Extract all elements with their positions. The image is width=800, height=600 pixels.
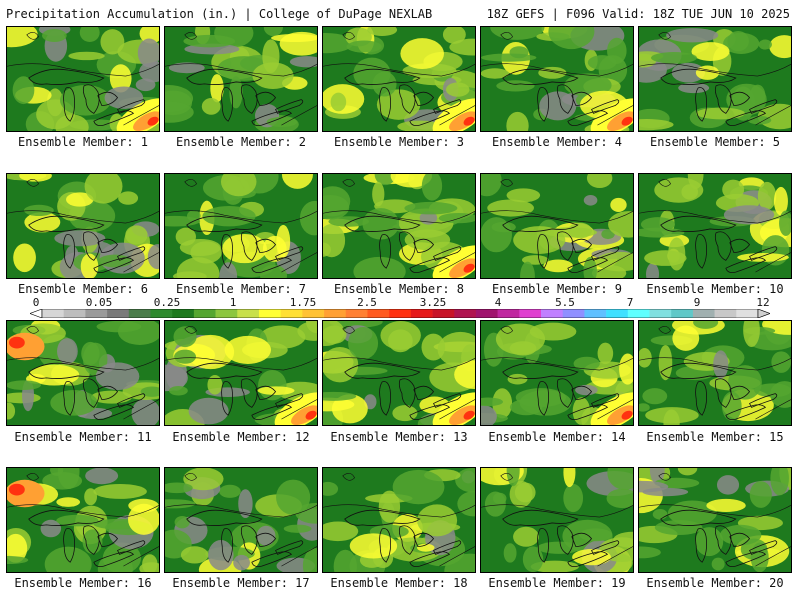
colorbar-swatch xyxy=(627,309,650,318)
colorbar-swatch xyxy=(410,309,433,318)
colorbar-swatch xyxy=(280,309,303,318)
ensemble-member-label: Ensemble Member: 7 xyxy=(175,282,307,296)
colorbar-tick-label: 0.05 xyxy=(85,296,113,309)
colorbar-tick-label: 3.25 xyxy=(419,296,447,309)
colorbar-swatch xyxy=(215,309,238,318)
ensemble-member-map xyxy=(6,26,160,132)
ensemble-member-label: Ensemble Member: 1 xyxy=(17,135,149,149)
ensemble-member-map xyxy=(6,173,160,279)
ensemble-member-map xyxy=(322,173,476,279)
colorbar-swatch xyxy=(389,309,412,318)
ensemble-member-map xyxy=(164,173,318,279)
ensemble-member-map xyxy=(6,320,160,426)
colorbar-swatch xyxy=(649,309,672,318)
ensemble-member-map xyxy=(6,467,160,573)
ensemble-member-label: Ensemble Member: 5 xyxy=(649,135,781,149)
ensemble-member-label: Ensemble Member: 8 xyxy=(333,282,465,296)
ensemble-member-map xyxy=(164,26,318,132)
colorbar-tick-label: 2.5 xyxy=(357,296,377,309)
colorbar-swatch xyxy=(42,309,64,318)
colorbar-tick-label: 1 xyxy=(229,296,237,309)
map-header: Precipitation Accumulation (in.) | Colle… xyxy=(6,3,790,21)
product-title: Precipitation Accumulation (in.) | Colle… xyxy=(6,7,433,21)
ensemble-member-label: Ensemble Member: 11 xyxy=(14,430,152,444)
colorbar-right-arrow xyxy=(757,309,770,318)
run-valid-time: 18Z GEFS | F096 Valid: 18Z TUE JUN 10 20… xyxy=(486,7,790,21)
ensemble-member-map xyxy=(164,467,318,573)
colorbar-tick-label: 0.25 xyxy=(153,296,181,309)
colorbar-tick-label: 4 xyxy=(494,296,502,309)
colorbar-swatch xyxy=(63,309,86,318)
ensemble-member-map xyxy=(480,26,634,132)
colorbar-left-arrow xyxy=(30,309,43,318)
colorbar-swatch xyxy=(237,309,260,318)
ensemble-member-map xyxy=(638,320,792,426)
colorbar-swatch xyxy=(302,309,325,318)
colorbar-swatch xyxy=(475,309,498,318)
colorbar-swatch xyxy=(85,309,108,318)
ensemble-member-label: Ensemble Member: 9 xyxy=(491,282,623,296)
ensemble-member-map xyxy=(480,320,634,426)
ensemble-member-label: Ensemble Member: 16 xyxy=(14,576,152,590)
ensemble-member-map xyxy=(480,467,634,573)
colorbar-swatch xyxy=(150,309,173,318)
colorbar-swatch xyxy=(345,309,368,318)
ensemble-member-map xyxy=(638,173,792,279)
ensemble-member-label: Ensemble Member: 2 xyxy=(175,135,307,149)
colorbar-tick-label: 7 xyxy=(626,296,634,309)
colorbar-swatch xyxy=(497,309,520,318)
ensemble-member-map xyxy=(638,467,792,573)
colorbar-swatch xyxy=(671,309,694,318)
colorbar-tick-label: 0 xyxy=(32,296,40,309)
ensemble-member-label: Ensemble Member: 12 xyxy=(172,430,310,444)
colorbar-swatch xyxy=(258,309,281,318)
colorbar-swatch xyxy=(584,309,607,318)
ensemble-member-label: Ensemble Member: 17 xyxy=(172,576,310,590)
ensemble-member-label: Ensemble Member: 10 xyxy=(646,282,784,296)
colorbar-swatch xyxy=(692,309,715,318)
ensemble-member-label: Ensemble Member: 4 xyxy=(491,135,623,149)
ensemble-member-map xyxy=(322,26,476,132)
colorbar-swatch xyxy=(714,309,737,318)
colorbar-swatch xyxy=(172,309,195,318)
colorbar-swatch xyxy=(519,309,542,318)
colorbar-swatch xyxy=(736,309,759,318)
colorbar-swatch xyxy=(193,309,216,318)
colorbar-tick-label: 12 xyxy=(756,296,770,309)
ensemble-member-label: Ensemble Member: 20 xyxy=(646,576,784,590)
colorbar-swatch xyxy=(107,309,130,318)
colorbar-tick-label: 9 xyxy=(693,296,701,309)
colorbar-swatch xyxy=(454,309,477,318)
ensemble-member-label: Ensemble Member: 14 xyxy=(488,430,626,444)
ensemble-member-map xyxy=(322,320,476,426)
ensemble-member-label: Ensemble Member: 13 xyxy=(330,430,468,444)
colorbar-swatch xyxy=(324,309,347,318)
colorbar-swatch xyxy=(367,309,390,318)
ensemble-member-label: Ensemble Member: 15 xyxy=(646,430,784,444)
colorbar-swatch xyxy=(606,309,629,318)
ensemble-member-label: Ensemble Member: 3 xyxy=(333,135,465,149)
ensemble-member-map xyxy=(480,173,634,279)
colorbar-swatch xyxy=(541,309,564,318)
colorbar-swatch xyxy=(128,309,151,318)
colorbar-tick-label: 1.75 xyxy=(289,296,317,309)
colorbar-tick-label: 5.5 xyxy=(555,296,575,309)
ensemble-member-map xyxy=(164,320,318,426)
ensemble-member-map xyxy=(322,467,476,573)
colorbar-swatch xyxy=(432,309,455,318)
ensemble-member-label: Ensemble Member: 6 xyxy=(17,282,149,296)
ensemble-member-map xyxy=(638,26,792,132)
colorbar-swatch xyxy=(562,309,585,318)
precip-colorbar xyxy=(30,309,770,318)
ensemble-member-label: Ensemble Member: 18 xyxy=(330,576,468,590)
ensemble-member-label: Ensemble Member: 19 xyxy=(488,576,626,590)
